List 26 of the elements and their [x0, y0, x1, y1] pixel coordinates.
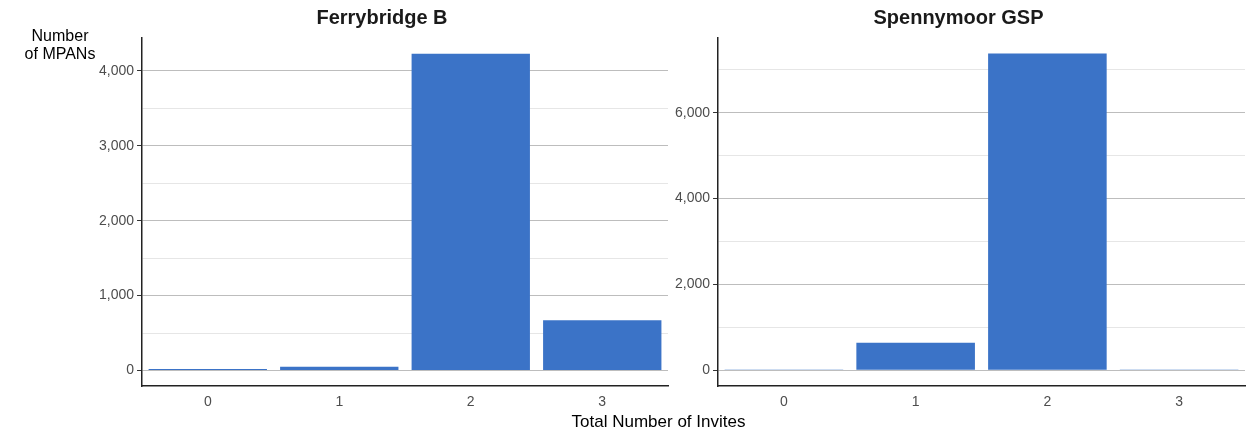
chart-title: Spennymoor GSP: [873, 5, 1044, 28]
bar: [280, 366, 399, 370]
bar: [411, 53, 530, 370]
x-tick-label: 0: [780, 393, 789, 410]
x-tick-label: 0: [203, 393, 212, 410]
x-axis-title: Total Number of Invites: [570, 412, 747, 432]
x-tick-label: 3: [598, 393, 607, 410]
bar: [543, 320, 662, 370]
y-tick-label: 3,000: [98, 136, 135, 153]
y-tick-label: 4,000: [98, 61, 135, 78]
y-tick-label: 2,000: [98, 211, 135, 228]
y-tick-label: 0: [702, 361, 711, 378]
bar: [988, 53, 1107, 370]
y-tick-label: 1,000: [98, 286, 135, 303]
y-tick-label: 4,000: [674, 189, 711, 206]
y-tick-label: 6,000: [674, 103, 711, 120]
x-tick-label: 1: [335, 393, 344, 410]
x-tick-label: 2: [1043, 393, 1052, 410]
bar: [856, 342, 975, 370]
x-tick-label: 3: [1175, 393, 1184, 410]
x-tick-label: 2: [466, 393, 475, 410]
chart-title: Ferrybridge B: [316, 5, 448, 28]
y-tick-label: 2,000: [674, 275, 711, 292]
x-tick-label: 1: [911, 393, 920, 410]
y-tick-label: 0: [126, 361, 135, 378]
y-axis-title: Number of MPANs: [24, 27, 96, 63]
